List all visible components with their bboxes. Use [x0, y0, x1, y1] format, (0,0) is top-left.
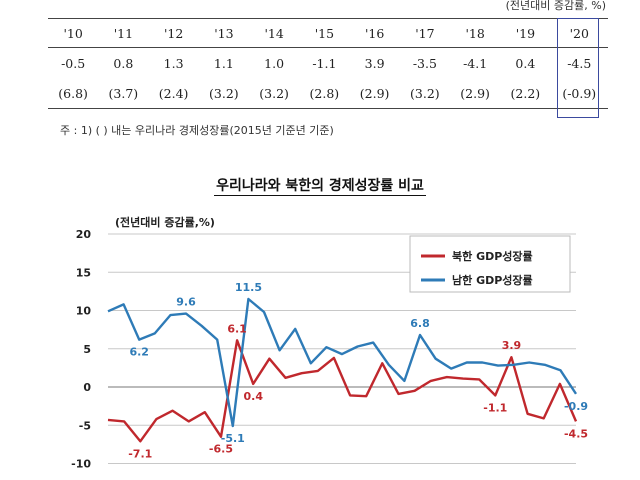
south-growth-cell: (2.9)	[450, 78, 501, 109]
y-tick-label: -5	[79, 419, 91, 432]
data-label: 6.8	[410, 317, 430, 330]
year-cell: '11	[98, 18, 149, 48]
north-growth-cell: 0.4	[515, 55, 536, 71]
south-growth-cell: (2.8)	[299, 78, 350, 109]
chart-title-wrap: 우리나라와 북한의 경제성장률 비교	[0, 175, 640, 196]
table-footnote: 주 : 1) ( ) 내는 우리나라 경제성장률(2015년 기준년 기준)	[60, 124, 334, 137]
data-label: 9.6	[176, 296, 196, 309]
south-growth-cell: (3.7)	[98, 78, 149, 109]
north-growth-cell: -4.5	[567, 55, 592, 71]
chart-title: 우리나라와 북한의 경제성장률 비교	[214, 178, 426, 196]
north-growth-cell: -1.1	[312, 55, 337, 71]
north-growth-cell: 1.1	[213, 55, 234, 71]
north-growth-cell: 0.8	[113, 55, 134, 71]
y-tick-label: 15	[76, 266, 91, 279]
south-growth-line	[107, 297, 578, 428]
legend: 북한 GDP성장률 남한 GDP성장률	[409, 235, 571, 293]
south-growth-cell: (2.9)	[349, 78, 400, 109]
legend-label-north: 북한 GDP성장률	[452, 249, 533, 263]
y-tick-label: 20	[76, 228, 92, 241]
data-label: -4.5	[564, 427, 588, 440]
y-axis-label: (전년대비 증감률,%)	[115, 215, 215, 229]
y-tick-label: 5	[83, 343, 91, 356]
north-growth-line	[107, 339, 578, 443]
year-cell: '19	[500, 18, 551, 48]
data-label: -1.1	[483, 401, 507, 414]
legend-box	[409, 235, 571, 293]
south-growth-cell: (2.4)	[148, 78, 199, 109]
year-cell: '13	[198, 18, 249, 48]
year-cell: '10	[48, 18, 99, 48]
table-unit-note: (전년대비 증감률, %)	[505, 0, 606, 12]
south-growth-cell: (2.2)	[500, 78, 551, 109]
north-growth-cell: -3.5	[412, 55, 437, 71]
y-tick-label: 0	[83, 381, 91, 394]
y-tick-label: -10	[71, 458, 91, 471]
y-tick-label: 10	[76, 305, 92, 318]
data-label: -6.5	[209, 443, 233, 456]
data-label: 11.5	[235, 281, 262, 294]
data-label: 0.4	[243, 390, 263, 403]
year-cell: '18	[450, 18, 501, 48]
year-cell: '15	[299, 18, 350, 48]
series-lines	[107, 297, 578, 443]
year-cell: '16	[349, 18, 400, 48]
year-cell: '14	[249, 18, 300, 48]
table-header-row: '10 '11 '12 '13 '14 '15 '16 '17 '18 '19 …	[48, 18, 608, 48]
south-growth-cell: (3.2)	[198, 78, 249, 109]
south-growth-cell: (3.2)	[249, 78, 300, 109]
year-cell: '17	[399, 18, 450, 48]
data-labels: -7.1 -6.5 6.1 0.4 -1.1 3.9 -4.5 6.2 9.6 -5.1 11.5 6…	[128, 281, 588, 460]
data-label: 6.2	[129, 346, 149, 359]
legend-label-south: 남한 GDP성장률	[452, 273, 533, 287]
data-label: 3.9	[502, 339, 522, 352]
highlight-2020-box	[557, 18, 599, 118]
table-row-north: -0.5 0.8 1.3 1.1 1.0 -1.1 3.9 -3.5 -4.1 …	[48, 48, 608, 79]
data-label: -0.9	[564, 400, 588, 413]
y-tick-labels: 20 15 10 5 0 -5 -10	[71, 228, 91, 471]
data-label: -7.1	[128, 447, 152, 460]
north-growth-cell: 1.3	[163, 55, 184, 71]
growth-table: '10 '11 '12 '13 '14 '15 '16 '17 '18 '19 …	[48, 18, 608, 109]
north-growth-cell: -0.5	[61, 55, 86, 71]
data-label: -5.1	[221, 432, 245, 445]
year-cell: '12	[148, 18, 199, 48]
north-growth-cell: 1.0	[264, 55, 285, 71]
south-growth-cell: (3.2)	[399, 78, 450, 109]
south-growth-cell: (6.8)	[48, 78, 99, 109]
data-label: 6.1	[227, 322, 247, 335]
north-growth-cell: -4.1	[463, 55, 488, 71]
north-growth-cell: 3.9	[364, 55, 385, 71]
